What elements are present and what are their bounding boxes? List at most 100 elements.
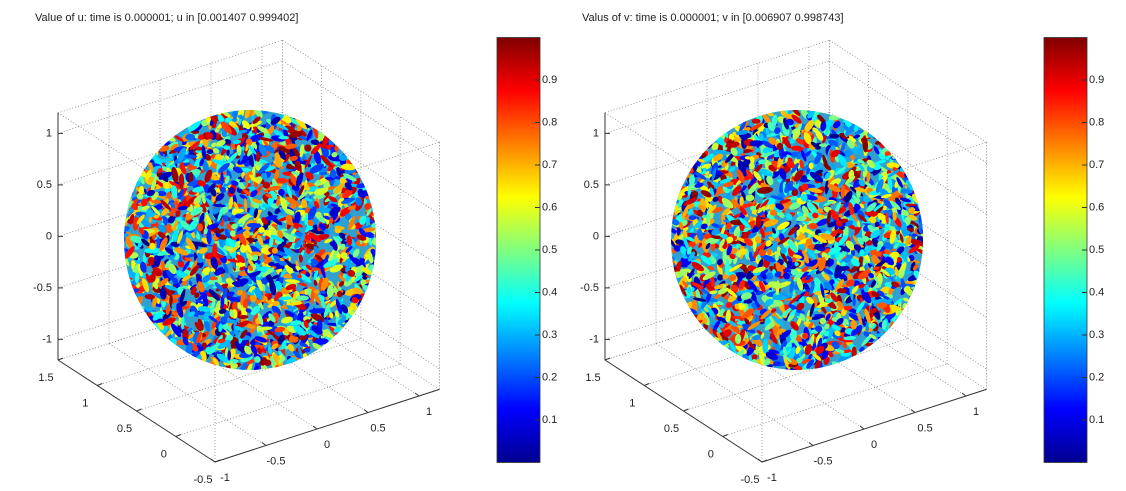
surface-texture [350,302,358,311]
colorbar-tick-label: 0.4 [1089,286,1104,298]
tick-mark [910,409,916,413]
surface-texture [361,272,368,280]
surface-texture [175,210,181,217]
x-tick-label: 0 [324,439,330,451]
surface-texture [230,214,236,223]
surface-texture [257,217,264,227]
plot: -1-0.500.51-0.500.511.5-1-0.500.51Value … [33,12,557,486]
surface-texture [290,320,302,326]
surface-texture [138,185,145,195]
surface-texture [267,345,273,355]
surface-texture [237,213,251,224]
surface-texture [328,217,334,224]
surface-texture [370,210,376,218]
colorbar-tick-label: 0.5 [542,244,557,256]
surface-texture [258,226,265,233]
surface-texture [194,292,200,299]
surface-texture [202,160,209,173]
y-tick-label: 1.5 [38,372,53,384]
surface-texture [246,362,253,370]
colorbar-tick-label: 0.1 [1089,414,1104,426]
surface-texture [157,190,167,197]
y-tick-label: 0 [161,448,167,460]
y-tick-label: 1 [629,397,635,409]
surface-texture [284,279,300,284]
z-tick-label: 1 [46,127,52,139]
surface-texture [286,304,297,310]
surface-texture [217,339,231,349]
surface-texture [171,298,179,304]
surface-texture [251,230,259,240]
surface-texture [133,293,148,297]
surface-texture [296,135,309,141]
z-tick-label: 0.5 [584,179,599,191]
z-tick-label: 0 [593,230,599,242]
tick-mark [644,383,650,386]
tick-mark [97,383,103,386]
x-tick-label: -0.5 [814,455,833,467]
colorbar-tick-label: 0.3 [542,329,557,341]
surface-texture [179,289,186,305]
x-axis [214,388,440,463]
surface-texture [274,177,289,184]
surface-texture [156,251,170,256]
surface-texture [367,235,373,246]
surface-texture [261,217,268,225]
surface-texture [291,272,303,284]
surface-texture [299,143,305,158]
surface-texture [232,300,238,311]
surface-texture [665,232,670,239]
surface-texture [229,309,235,318]
colorbar-tick-label: 0.7 [1089,159,1104,171]
surface-texture [323,180,330,190]
grid-line [282,60,440,164]
surface-texture [249,190,258,198]
x-tick-label: 0 [871,439,877,451]
surface-texture [293,222,303,228]
surface-texture [329,169,337,179]
surface-texture [151,155,163,167]
z-tick-label: 0.5 [37,179,52,191]
surface-texture [203,319,211,332]
tick-mark [961,392,967,397]
surface-texture [364,202,372,211]
grid-line [108,343,267,446]
surface-texture [166,223,173,234]
surface-texture [145,196,153,202]
surface-texture [155,252,162,268]
surface-texture [353,287,364,295]
surface-texture [124,233,130,240]
surface-texture [195,146,203,151]
surface-texture [226,334,234,342]
surface-texture [250,305,261,316]
tick-mark [722,434,728,437]
tick-mark [757,458,763,463]
colorbar [496,37,541,463]
surface-texture [312,125,319,139]
surface-texture [177,260,185,268]
surface-texture [158,158,174,163]
surface-texture [249,120,262,128]
surface-texture [246,359,256,365]
x-tick-label: -1 [220,472,230,484]
surface-texture [256,277,264,291]
surface-texture [137,241,143,248]
x-axis [761,388,987,463]
surface-texture [164,328,173,338]
surface-texture [253,365,260,370]
box-edge [282,39,440,143]
surface-texture [296,295,309,301]
surface-texture [161,260,166,271]
colorbar [1043,37,1088,463]
tick-mark [136,408,142,412]
z-tick-label: 1 [593,127,599,139]
surface-texture [169,295,173,306]
z-tick-label: -1 [589,333,599,345]
surface-texture [295,118,307,130]
surface-texture [160,323,169,335]
surface-texture [671,242,672,257]
surface-texture [242,189,251,196]
tick-mark [683,408,689,412]
surface-texture [338,154,348,162]
tick-mark [604,357,611,361]
